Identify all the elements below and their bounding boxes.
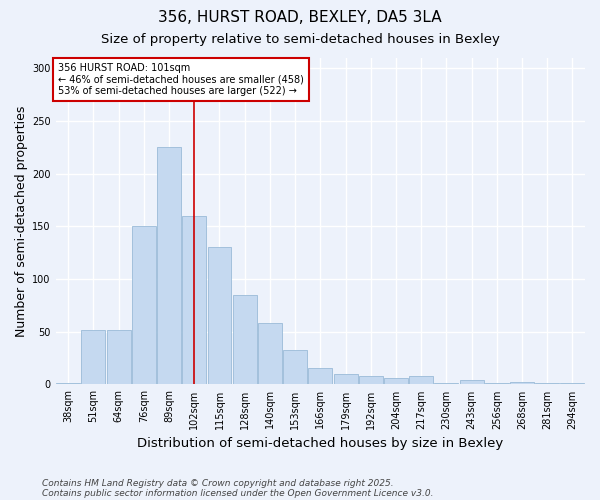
Bar (460, 380, 484, 384)
Text: 356 HURST ROAD: 101sqm
← 46% of semi-detached houses are smaller (458)
53% of se: 356 HURST ROAD: 101sqm ← 46% of semi-det… (58, 63, 304, 96)
Bar (233, 295, 257, 384)
Bar (409, 376, 433, 384)
Bar (334, 374, 358, 384)
Text: 356, HURST ROAD, BEXLEY, DA5 3LA: 356, HURST ROAD, BEXLEY, DA5 3LA (158, 10, 442, 25)
Text: Size of property relative to semi-detached houses in Bexley: Size of property relative to semi-detach… (101, 32, 499, 46)
Bar (82, 330, 106, 384)
Bar (308, 368, 332, 384)
Bar (182, 216, 206, 384)
Text: Contains public sector information licensed under the Open Government Licence v3: Contains public sector information licen… (42, 488, 433, 498)
Bar (510, 382, 534, 384)
Bar (258, 324, 282, 384)
Bar (208, 248, 232, 384)
Bar (359, 376, 383, 384)
Text: Contains HM Land Registry data © Crown copyright and database right 2025.: Contains HM Land Registry data © Crown c… (42, 478, 394, 488)
Bar (384, 378, 408, 384)
X-axis label: Distribution of semi-detached houses by size in Bexley: Distribution of semi-detached houses by … (137, 437, 503, 450)
Y-axis label: Number of semi-detached properties: Number of semi-detached properties (15, 106, 28, 336)
Bar (107, 330, 131, 384)
Bar (157, 147, 181, 384)
Bar (283, 350, 307, 384)
Bar (132, 226, 156, 384)
